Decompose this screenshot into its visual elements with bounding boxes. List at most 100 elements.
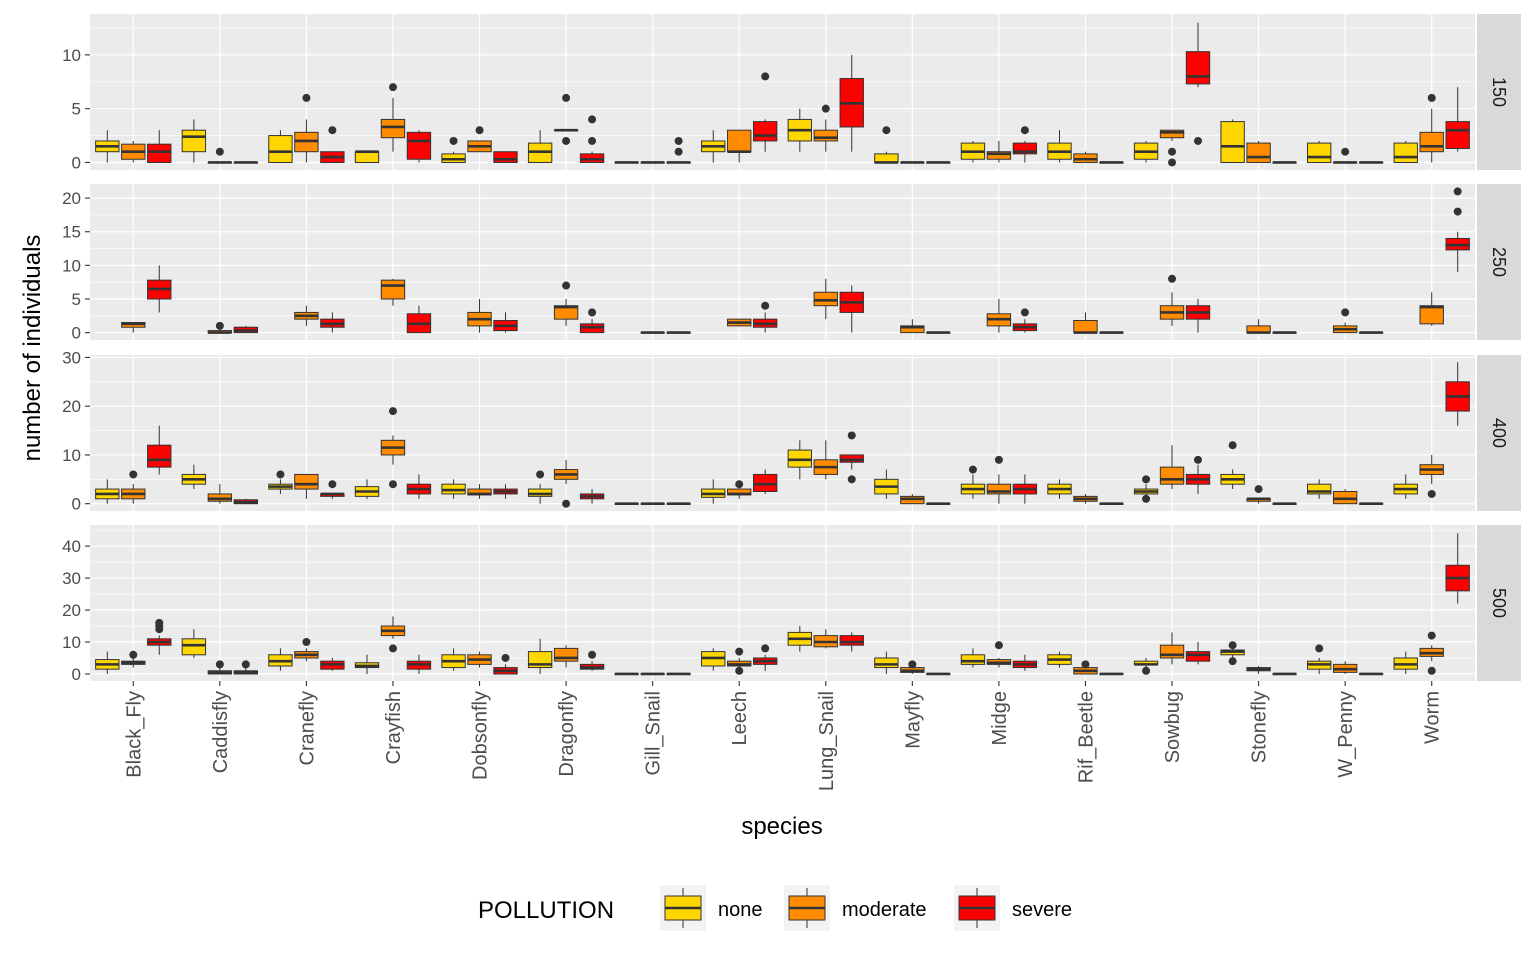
y-tick-label: 30 — [62, 348, 81, 367]
box-body — [147, 143, 172, 163]
box-Black_Fly-none — [95, 479, 120, 504]
y-tick-label: 10 — [62, 633, 81, 652]
outlier-point — [449, 136, 458, 145]
outlier-point — [328, 126, 337, 135]
x-tick-label: Black_Fly — [123, 691, 145, 778]
box-Leech-moderate — [727, 480, 752, 499]
box-body — [1419, 131, 1444, 153]
box-W_Penny-severe — [1358, 161, 1384, 164]
outlier-point — [328, 480, 337, 489]
box-body — [1073, 320, 1098, 334]
box-Worm-none — [1393, 651, 1418, 674]
box-Dobsonfly-none — [441, 648, 466, 671]
box-Lung_Snail-severe — [839, 431, 864, 484]
box-Caddisfly-moderate — [207, 321, 233, 334]
box-Stonefly-severe — [1272, 161, 1297, 164]
outlier-point — [129, 470, 138, 479]
box-Rif_Beetle-severe — [1099, 502, 1124, 505]
box-Sowbug-none — [1133, 475, 1159, 503]
box-Midge-moderate — [986, 140, 1012, 163]
box-Leech-moderate — [727, 647, 752, 675]
box-Black_Fly-moderate — [121, 470, 146, 504]
box-Crayfish-severe — [406, 130, 432, 163]
box-Worm-moderate — [1419, 93, 1444, 163]
x-tick-label: Rif_Beetle — [1075, 691, 1097, 783]
facet-panel-250: 0 5 10 15 20 250 — [62, 184, 1521, 343]
box-Cranefly-severe — [320, 480, 345, 499]
y-tick-label: 0 — [72, 324, 81, 343]
box-body — [727, 129, 752, 153]
box-Cranefly-moderate — [294, 305, 319, 326]
outlier-point — [562, 499, 571, 508]
x-tick-label: Sowbug — [1162, 691, 1184, 763]
outlier-point — [562, 93, 571, 102]
box-Black_Fly-severe — [147, 425, 172, 475]
box-body — [406, 131, 432, 160]
y-tick-label: 20 — [62, 601, 81, 620]
box-Crayfish-severe — [406, 654, 432, 674]
legend-key-none: none — [660, 885, 763, 931]
outlier-point — [215, 660, 224, 669]
box-Sowbug-none — [1133, 657, 1159, 675]
box-Leech-none — [701, 130, 726, 163]
box-body — [493, 151, 518, 163]
box-W_Penny-moderate — [1332, 147, 1358, 164]
outlier-point — [215, 147, 224, 156]
box-W_Penny-moderate — [1332, 489, 1358, 505]
box-Black_Fly-severe — [147, 265, 172, 313]
box-Worm-moderate — [1419, 454, 1444, 498]
outlier-point — [302, 638, 311, 646]
box-Mayfly-none — [874, 126, 899, 164]
box-body — [1246, 142, 1271, 163]
y-tick-label: 5 — [72, 290, 81, 309]
box-Cranefly-severe — [320, 126, 345, 163]
outlier-point — [1142, 666, 1151, 675]
box-Mayfly-moderate — [900, 660, 925, 674]
box-Midge-none — [960, 140, 986, 163]
box-Stonefly-severe — [1272, 502, 1297, 505]
box-Stonefly-none — [1220, 441, 1245, 490]
box-Caddisfly-severe — [233, 660, 258, 675]
box-Gill_Snail-moderate — [640, 161, 665, 164]
box-Midge-moderate — [986, 455, 1012, 504]
outlier-point — [1194, 136, 1202, 145]
box-body — [1159, 466, 1185, 485]
outlier-point — [994, 455, 1003, 464]
outlier-point — [302, 93, 311, 102]
box-Lung_Snail-moderate — [813, 104, 838, 152]
box-body — [1393, 142, 1418, 163]
box-Dragonfly-none — [527, 130, 553, 163]
x-tick-label: Caddisfly — [210, 691, 232, 773]
facet-panel-150: 0 5 10 150 — [62, 14, 1521, 172]
outlier-point — [1427, 489, 1436, 498]
box-Black_Fly-moderate — [121, 140, 146, 163]
box-Dobsonfly-none — [441, 136, 466, 163]
box-body — [1307, 142, 1332, 163]
x-tick-label: Crayfish — [383, 691, 405, 764]
box-body — [1185, 51, 1211, 85]
outlier-point — [1254, 485, 1263, 494]
box-body — [813, 291, 838, 307]
box-Sowbug-severe — [1185, 22, 1211, 145]
box-Sowbug-moderate — [1159, 274, 1185, 326]
box-Sowbug-severe — [1185, 455, 1211, 494]
box-Crayfish-moderate — [380, 278, 406, 306]
box-Black_Fly-moderate — [121, 322, 146, 333]
box-Caddisfly-severe — [233, 498, 258, 505]
box-Lung_Snail-moderate — [813, 629, 838, 649]
box-Mayfly-none — [874, 469, 899, 499]
outlier-point — [1168, 147, 1177, 156]
box-Stonefly-severe — [1272, 331, 1297, 334]
outlier-point — [674, 136, 683, 145]
y-tick-label: 10 — [62, 446, 81, 465]
box-Crayfish-none — [354, 150, 380, 163]
box-Rif_Beetle-none — [1047, 479, 1072, 499]
box-body — [294, 473, 319, 490]
y-tick-label: 10 — [62, 256, 81, 275]
box-Dobsonfly-severe — [493, 484, 518, 499]
box-Black_Fly-none — [95, 130, 120, 163]
outlier-point — [1228, 641, 1237, 650]
box-Rif_Beetle-moderate — [1073, 493, 1098, 504]
outlier-point — [994, 641, 1003, 650]
box-body — [753, 121, 778, 142]
